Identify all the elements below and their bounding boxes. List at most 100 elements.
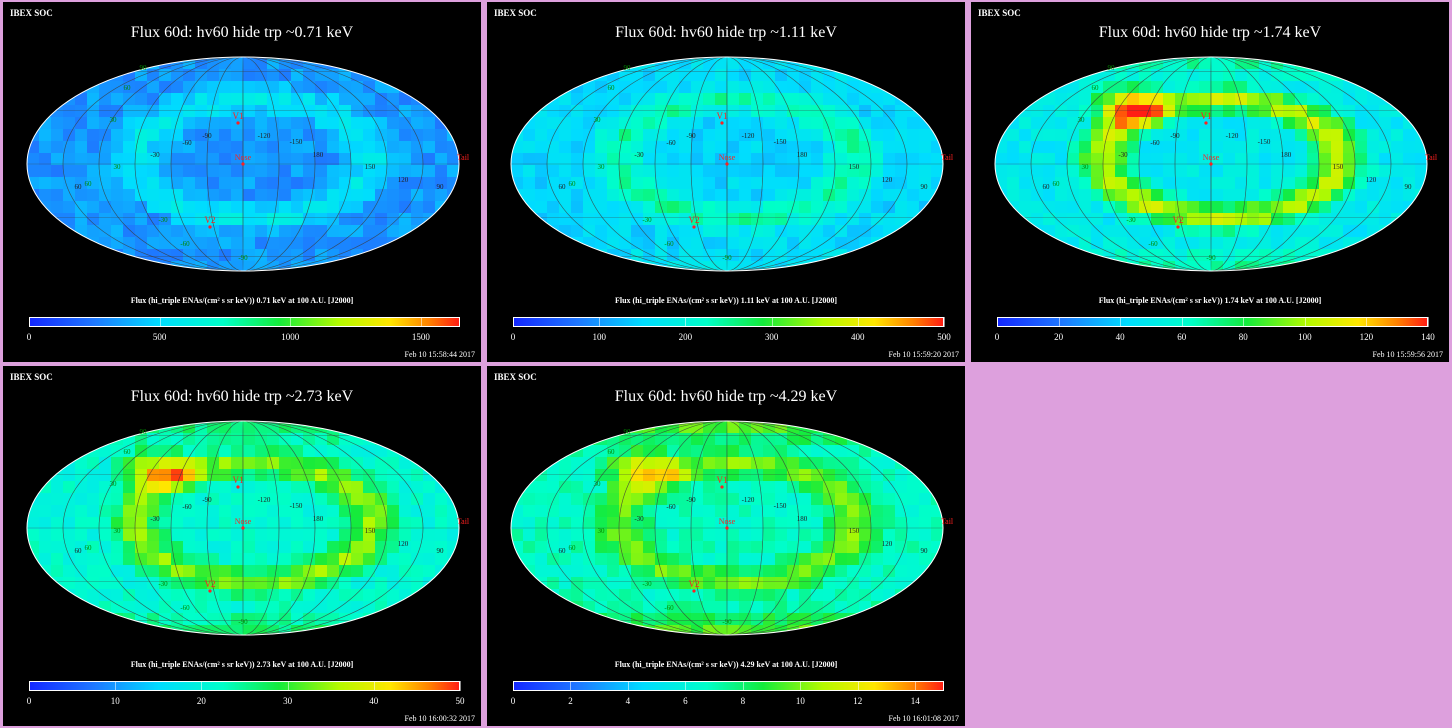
flux-cell (255, 141, 268, 154)
flux-cell (727, 213, 740, 226)
flux-cell (111, 553, 124, 566)
colorbar-tick-label: 8 (740, 696, 746, 706)
flux-cell (1379, 201, 1392, 214)
flux-cell (1259, 129, 1272, 142)
flux-cell (135, 577, 148, 590)
flux-cell (583, 129, 596, 142)
flux-cell (1199, 93, 1212, 106)
flux-cell (811, 589, 824, 602)
flux-cell (523, 505, 536, 518)
flux-cell (511, 189, 524, 202)
flux-cell (87, 517, 100, 530)
flux-cell (691, 601, 704, 614)
flux-cell (643, 577, 656, 590)
flux-cell (303, 189, 316, 202)
flux-cell (787, 177, 800, 190)
flux-cell (559, 529, 572, 542)
flux-cell (643, 433, 656, 446)
flux-cell (1319, 129, 1332, 142)
flux-cell (607, 177, 620, 190)
colorbar-tick (513, 681, 514, 691)
flux-cell (63, 129, 76, 142)
flux-cell (859, 505, 872, 518)
flux-cell (1103, 237, 1116, 250)
flux-cell (51, 153, 64, 166)
flux-cell (135, 177, 148, 190)
flux-cell (279, 421, 292, 434)
timestamp: Feb 10 15:59:56 2017 (1372, 350, 1443, 359)
flux-cell (399, 517, 412, 530)
flux-cell (135, 93, 148, 106)
flux-cell (559, 457, 572, 470)
colorbar-tick-label: 40 (369, 696, 379, 706)
flux-cell (799, 225, 812, 238)
flux-cell (399, 213, 412, 226)
flux-cell (267, 249, 280, 262)
flux-cell (787, 613, 800, 626)
flux-cell (583, 457, 596, 470)
flux-cell (207, 189, 220, 202)
flux-cell (859, 529, 872, 542)
flux-cell (655, 117, 668, 130)
flux-cell (327, 505, 340, 518)
flux-cell (1043, 141, 1056, 154)
flux-cell (243, 201, 256, 214)
flux-cell (279, 93, 292, 106)
flux-cell (423, 493, 436, 506)
flux-cell (715, 69, 728, 82)
flux-cell (871, 457, 884, 470)
flux-cell (811, 529, 824, 542)
flux-cell (751, 505, 764, 518)
flux-cell (387, 105, 400, 118)
flux-cell (811, 577, 824, 590)
flux-cell (919, 129, 932, 142)
latitude-label: -60 (1148, 240, 1158, 248)
flux-cell (315, 141, 328, 154)
flux-cell (267, 457, 280, 470)
flux-cell (895, 165, 908, 178)
flux-cell (1319, 237, 1332, 250)
flux-cell (1007, 129, 1020, 142)
flux-cell (715, 177, 728, 190)
flux-cell (303, 493, 316, 506)
flux-cell (447, 529, 459, 542)
flux-cell (631, 225, 644, 238)
latitude-label: -90 (722, 618, 732, 626)
flux-cell (1343, 189, 1356, 202)
flux-cell (919, 505, 932, 518)
flux-cell (339, 505, 352, 518)
flux-cell (1283, 237, 1296, 250)
flux-cell (823, 93, 836, 106)
flux-cell (679, 141, 692, 154)
flux-cell (775, 249, 788, 262)
flux-cell (535, 481, 548, 494)
flux-cell (511, 201, 524, 214)
flux-cell (231, 601, 244, 614)
flux-cell (1103, 153, 1116, 166)
flux-cell (315, 481, 328, 494)
flux-cell (739, 153, 752, 166)
flux-cell (1259, 57, 1272, 70)
flux-cell (595, 493, 608, 506)
flux-cell (435, 493, 448, 506)
colorbar-tick (159, 317, 161, 327)
flux-cell (691, 517, 704, 530)
flux-cell (655, 201, 668, 214)
flux-cell (775, 105, 788, 118)
flux-cell (1235, 249, 1248, 262)
flux-cell (703, 117, 716, 130)
flux-cell (1307, 117, 1320, 130)
flux-cell (111, 141, 124, 154)
flux-cell (763, 189, 776, 202)
flux-cell (279, 225, 292, 238)
flux-cell (27, 189, 40, 202)
flux-cell (607, 165, 620, 178)
flux-cell (351, 129, 364, 142)
flux-cell (703, 445, 716, 458)
flux-cell (207, 153, 220, 166)
latitude-label: 60 (569, 180, 577, 188)
longitude-label: -60 (666, 503, 676, 511)
flux-cell (387, 225, 400, 238)
flux-cell (1283, 201, 1296, 214)
flux-cell (219, 433, 232, 446)
